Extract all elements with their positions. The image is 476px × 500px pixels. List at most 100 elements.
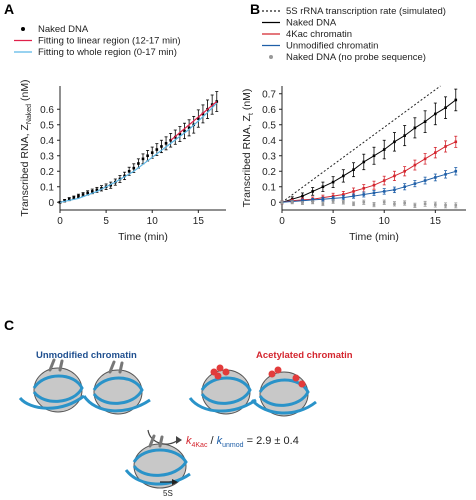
series-1-point: [434, 112, 437, 116]
series-3-line: [281, 170, 456, 203]
series-4-point: [280, 200, 284, 204]
y-tick-label: 0: [48, 198, 54, 209]
series-0-point: [137, 162, 140, 165]
y-tick-label: 0.3: [262, 151, 276, 162]
series-3-point: [423, 179, 427, 182]
series-1-point: [342, 174, 345, 178]
series-4-point: [372, 203, 376, 206]
series-1-line: [281, 99, 457, 203]
chart-b-legend: 5S rRNA transcription rate (simulated)Na…: [262, 6, 446, 63]
series-0-point: [160, 145, 163, 148]
legend-label: Fitting to linear region (12-17 min): [38, 36, 181, 47]
series-2-line: [59, 102, 218, 203]
series-0-point: [81, 193, 85, 196]
series-4-point: [454, 204, 458, 207]
x-tick-label: 5: [330, 216, 336, 227]
series-1-point: [403, 134, 406, 137]
y-tick-label: 0.6: [40, 105, 54, 116]
series-2-point: [352, 190, 355, 193]
acetylated-chromatin-title: Acetylated chromatin: [256, 350, 353, 361]
series-4-point: [382, 200, 386, 204]
series-3-point: [393, 188, 396, 192]
series-1-point: [382, 148, 386, 151]
x-tick-label: 10: [147, 216, 159, 227]
series-3-point: [454, 169, 458, 173]
label-5s: 5S: [163, 489, 173, 498]
acetylated-nucleosome-2: [250, 366, 317, 417]
series-0-point: [77, 194, 80, 198]
unmodified-nucleosome-1: [18, 358, 85, 413]
series-3-point: [382, 190, 386, 193]
series-0-point: [67, 197, 71, 201]
series-4-point: [321, 202, 325, 206]
series-4-point: [301, 201, 304, 205]
legend-label: 5S rRNA transcription rate (simulated): [286, 6, 446, 17]
series-2-point: [444, 145, 447, 148]
series-0-point: [210, 103, 214, 106]
y-tick-label: 0.5: [262, 120, 276, 131]
series-1-point: [321, 185, 325, 189]
series-4-point: [331, 200, 335, 203]
legend-label: Naked DNA (no probe sequence): [286, 52, 426, 63]
series-4-point: [434, 203, 437, 206]
legend-label: Naked DNA: [38, 24, 89, 35]
series-0-point: [109, 183, 113, 187]
series-2-point: [393, 174, 396, 178]
series-3-point: [301, 199, 304, 202]
series-0-point: [178, 132, 182, 136]
x-tick-label: 15: [193, 216, 205, 227]
series-1-point: [311, 190, 314, 193]
series-3-point: [321, 197, 325, 201]
legend-swatch: [269, 55, 273, 59]
unmodified-nucleosome-2: [82, 360, 151, 415]
series-0-point: [132, 166, 136, 170]
chart-a: 0 5 10 15 0 0.1 0.2 0.3 0.4 0.5 0.6 Time (min) Trans…: [14, 24, 226, 243]
rate-ratio-equation: k4Kac / kunmod = 2.9 ± 0.4: [186, 435, 299, 449]
x-tick-label: 0: [279, 216, 285, 227]
chart-a-axes: 0 5 10 15 0 0.1 0.2 0.3 0.4 0.5 0.6 Time (min) Trans…: [19, 79, 226, 243]
series-1-point: [454, 98, 458, 102]
y-tick-label: 0.7: [262, 89, 276, 100]
y-tick-label: 0.4: [262, 136, 276, 147]
series-3-point: [352, 194, 355, 198]
series-1-point: [372, 154, 376, 158]
series-2-point: [423, 157, 427, 161]
series-1-point: [362, 160, 366, 164]
series-3-point: [372, 191, 376, 195]
legend-label: 4Kac chromatin: [286, 29, 352, 40]
series-0-point: [127, 169, 131, 173]
series-4-point: [352, 202, 355, 206]
series-3-point: [434, 176, 437, 179]
series-0-point: [100, 187, 103, 190]
y-tick-label: 0.1: [262, 182, 276, 193]
y-tick-label: 0: [270, 198, 276, 209]
series-0-point: [187, 126, 191, 130]
x-axis-label: Time (min): [349, 231, 399, 243]
series-0-line: [281, 85, 441, 203]
series-0-point: [86, 191, 89, 195]
series-1-point: [413, 126, 417, 130]
series-0-point: [150, 151, 154, 154]
series-0-point: [146, 154, 149, 158]
acetylated-nucleosome-1: [188, 364, 257, 415]
series-2-line: [281, 141, 457, 203]
series-3-point: [444, 173, 447, 176]
series-1-point: [393, 140, 396, 144]
series-1-point: [331, 180, 335, 184]
series-3-point: [311, 198, 314, 202]
series-0-point: [155, 148, 159, 151]
series-2-point: [372, 183, 376, 187]
x-axis-label: Time (min): [118, 231, 168, 243]
series-1-point: [444, 106, 447, 109]
series-2-point: [342, 193, 345, 196]
legend-label: Naked DNA: [286, 18, 337, 29]
series-0-point: [197, 117, 200, 120]
panel-label-c: C: [4, 317, 14, 333]
series-4-point: [423, 202, 427, 206]
unmodified-chromatin-title: Unmodified chromatin: [36, 350, 137, 361]
series-1-line: [170, 101, 218, 141]
series-3-point: [403, 185, 406, 189]
series-0-point: [95, 188, 99, 192]
series-4-point: [362, 200, 366, 204]
